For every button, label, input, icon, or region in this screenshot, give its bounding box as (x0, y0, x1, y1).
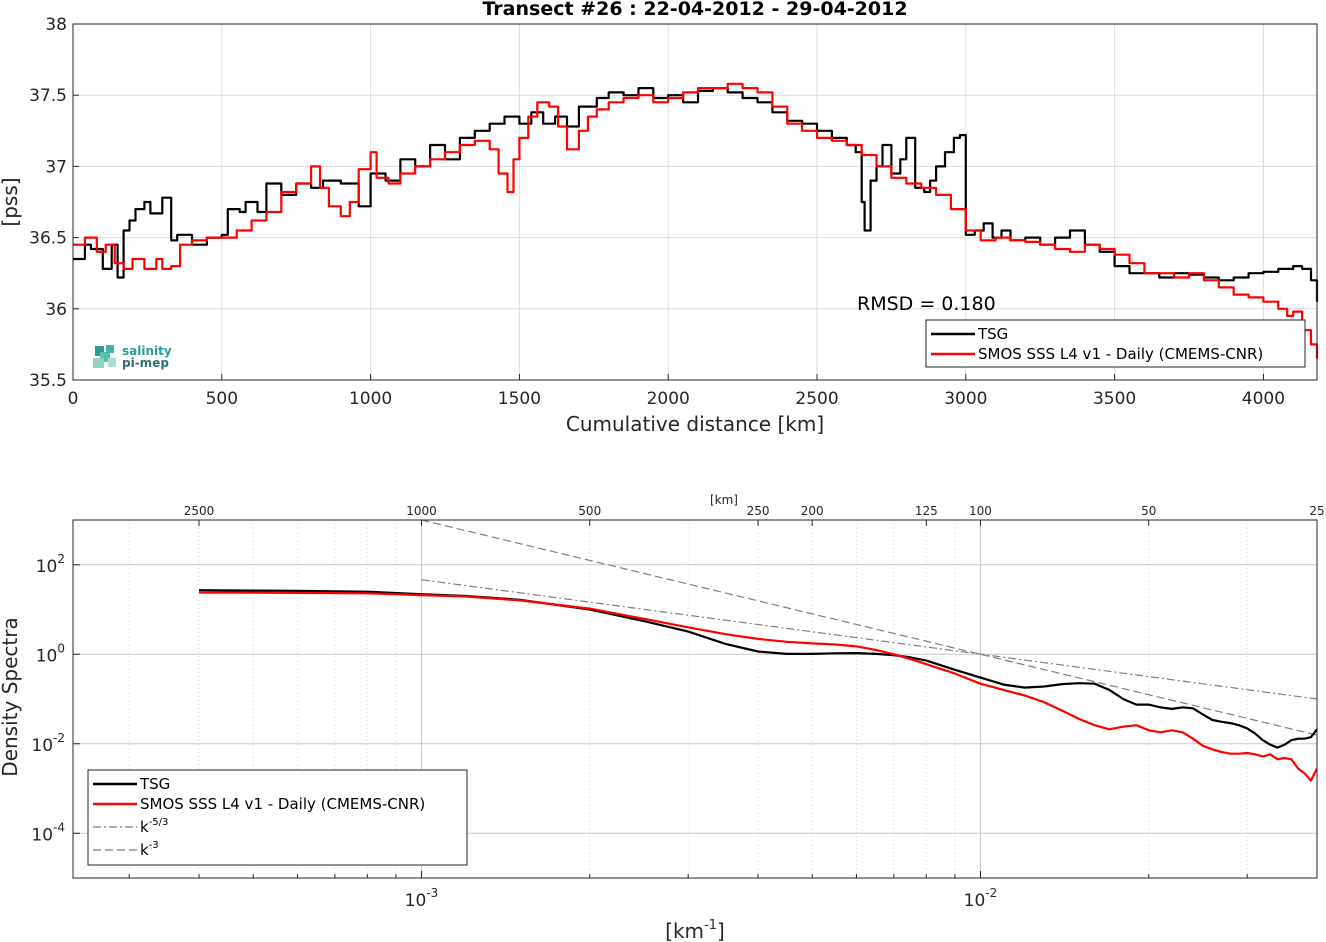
rmsd-annotation: RMSD = 0.180 (857, 293, 996, 315)
top-xtick-label: 0 (68, 389, 79, 409)
logo-block-1 (95, 346, 104, 356)
bottom-tick-labels: 102 100 10-2 10-4 10-3 10-2 2500 1000 500 250 200 1… (31, 504, 1324, 911)
top-x-axis-label: Cumulative distance [km] (566, 412, 824, 436)
bottom-top-tick-label: 500 (578, 504, 601, 518)
bottom-y-axis-label: Density Spectra (0, 617, 22, 776)
top-ytick-label: 36 (45, 300, 67, 320)
salinity-pi-mep-logo: salinity pi-mep (93, 344, 172, 370)
bottom-ytick-label: 102 (36, 552, 65, 577)
top-series-line-1 (73, 82, 1319, 359)
bottom-plot-frame (72, 519, 1318, 879)
logo-block-3 (93, 358, 104, 368)
bottom-xtick-label: 10-2 (964, 886, 998, 911)
logo-block-5 (108, 358, 116, 367)
top-ytick-label: 36.5 (29, 229, 67, 249)
bottom-series-line-0 (198, 589, 1317, 749)
bottom-legend-label-k3: k-3 (140, 840, 159, 859)
top-xtick-label: 1500 (498, 389, 541, 409)
top-plot-frame (72, 23, 1318, 381)
bottom-top-tick-label: 200 (801, 504, 824, 518)
bottom-ytick-label: 10-2 (31, 731, 65, 756)
top-xtick-label: 3500 (1093, 389, 1136, 409)
bottom-ytick-label: 100 (36, 641, 65, 666)
top-legend: TSG SMOS SSS L4 v1 - Daily (CMEMS-CNR) (925, 319, 1306, 368)
bottom-top-tick-label: 250 (747, 504, 770, 518)
top-tick-labels: 0 500 1000 1500 2000 2500 3000 3500 4000 35.5 36 36… (29, 15, 1285, 409)
top-chart-title: Transect #26 : 22-04-2012 - 29-04-2012 (482, 0, 907, 20)
logo-text-salinity: salinity (122, 344, 172, 358)
top-xtick-label: 1000 (349, 389, 392, 409)
logo-block-4 (106, 345, 114, 353)
top-xtick-label: 2000 (647, 389, 690, 409)
bottom-legend-label-k53: k-5/3 (140, 817, 168, 836)
bottom-xtick-label: 10-3 (405, 886, 439, 911)
bottom-top-tick-label: 1000 (406, 504, 437, 518)
bottom-series-line-2 (421, 579, 1317, 700)
bottom-legend-label-tsg: TSG (139, 775, 170, 793)
logo-text-pimep: pi-mep (122, 356, 169, 370)
bottom-top-axis-label: [km] (710, 493, 738, 507)
bottom-top-tick-label: 50 (1141, 504, 1156, 518)
top-xtick-label: 500 (206, 389, 238, 409)
bottom-ytick-label: 10-4 (31, 820, 65, 845)
top-legend-label-smos: SMOS SSS L4 v1 - Daily (CMEMS-CNR) (978, 345, 1263, 363)
top-xtick-label: 4000 (1242, 389, 1285, 409)
top-y-axis-label: [pss] (0, 177, 22, 226)
bottom-legend: TSG SMOS SSS L4 v1 - Daily (CMEMS-CNR) k… (87, 769, 468, 866)
bottom-top-tick-label: 125 (915, 504, 938, 518)
bottom-series-lines (198, 520, 1317, 782)
top-ytick-label: 35.5 (29, 371, 67, 391)
top-ytick-label: 37 (45, 157, 67, 177)
top-series-lines (73, 82, 1319, 359)
bottom-series-group (198, 520, 1317, 782)
bottom-top-tick-label: 25 (1309, 504, 1324, 518)
logo-block-2 (100, 352, 110, 362)
top-ytick-label: 38 (45, 15, 67, 35)
bottom-chart: 102 100 10-2 10-4 10-3 10-2 2500 1000 500 250 200 1… (0, 493, 1325, 942)
top-xtick-label: 2500 (795, 389, 838, 409)
bottom-series-line-3 (421, 520, 1317, 736)
bottom-legend-label-smos: SMOS SSS L4 v1 - Daily (CMEMS-CNR) (140, 795, 425, 813)
bottom-top-tick-label: 100 (969, 504, 992, 518)
bottom-series-line-1 (198, 591, 1317, 782)
top-chart: 0 500 1000 1500 2000 2500 3000 3500 4000 35.5 36 36… (0, 0, 1319, 436)
top-ytick-label: 37.5 (29, 86, 67, 106)
bottom-top-tick-label: 2500 (184, 504, 215, 518)
top-legend-label-tsg: TSG (977, 325, 1008, 343)
bottom-legend-box (87, 769, 468, 866)
top-legend-box (925, 319, 1306, 368)
top-xtick-label: 3000 (944, 389, 987, 409)
bottom-x-axis-label: [km-1] (665, 918, 725, 942)
